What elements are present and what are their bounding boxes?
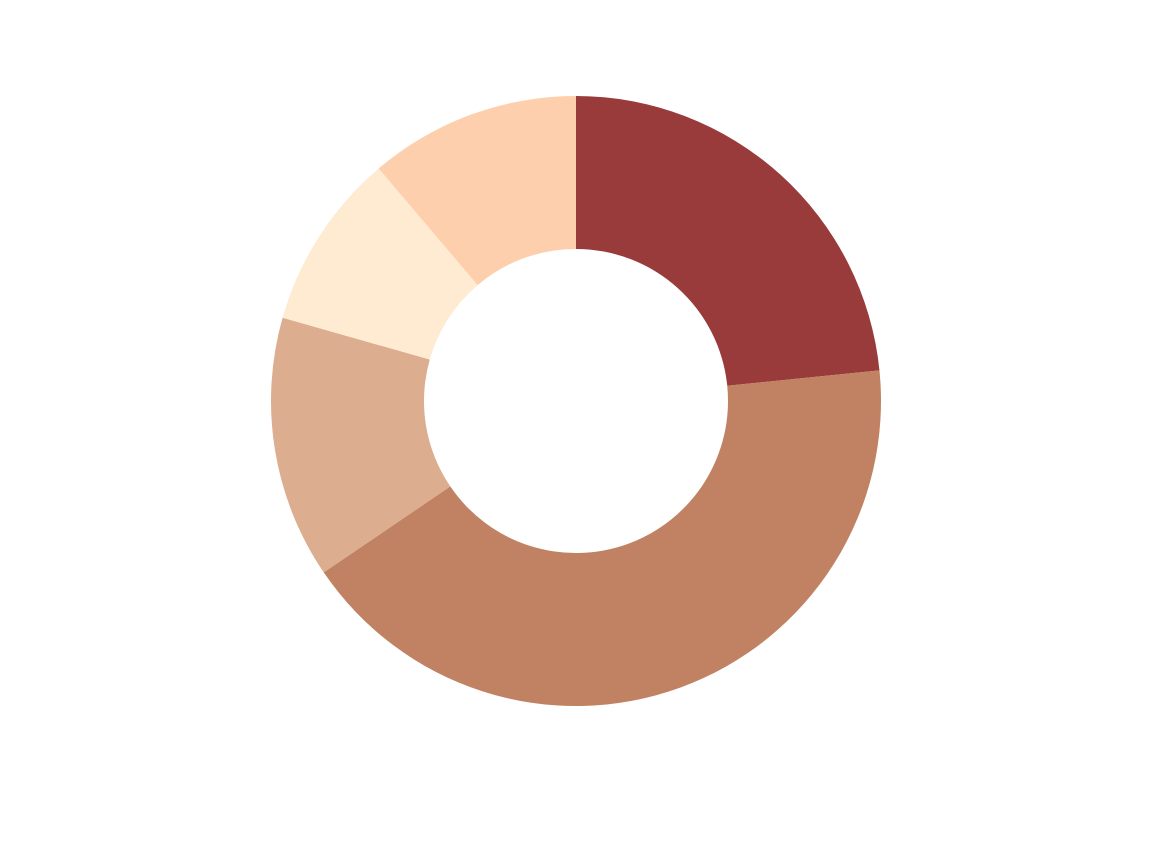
donut-slice — [378, 96, 576, 286]
donut-slice — [323, 370, 882, 707]
donut-slice — [271, 317, 451, 573]
donut-slice — [282, 168, 478, 360]
donut-slice — [576, 96, 880, 386]
